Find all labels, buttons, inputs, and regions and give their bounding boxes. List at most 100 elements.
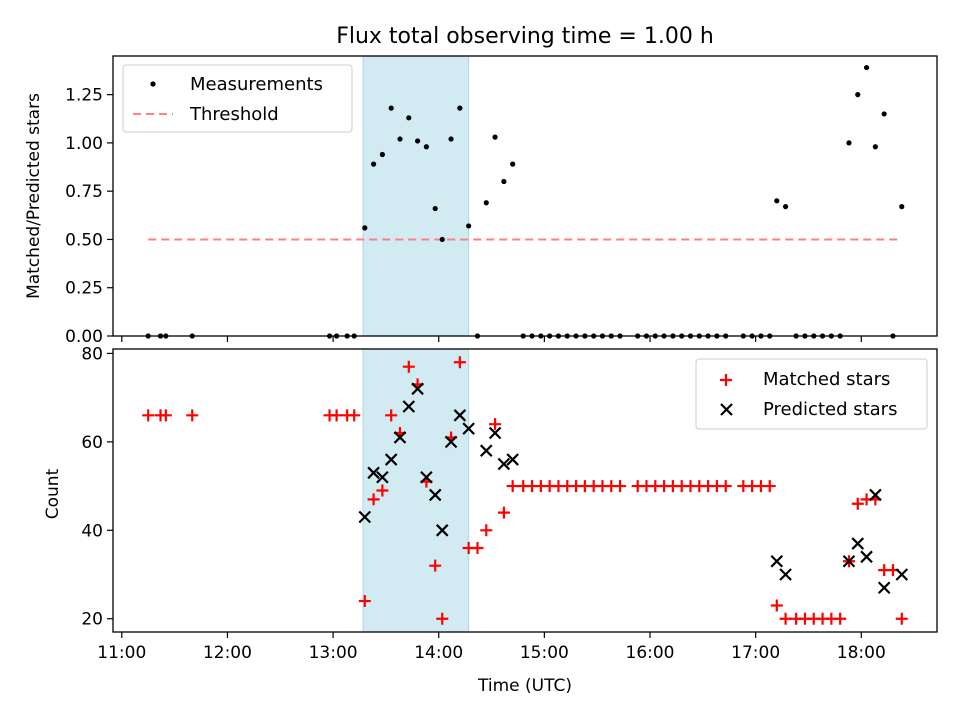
measurement-point	[362, 225, 368, 231]
top-y-tick-label: 0.25	[65, 279, 103, 299]
top-y-tick-label: 1.25	[65, 86, 103, 106]
predicted-star-point	[435, 524, 449, 537]
measurement-point	[492, 134, 498, 140]
bottom-y-tick-label: 60	[81, 433, 103, 453]
legend-measurements-label: Measurements	[190, 74, 323, 95]
measurement-point	[899, 204, 905, 210]
bottom-legend: Matched stars Predicted stars	[695, 358, 928, 430]
predicted-star-point	[770, 554, 784, 568]
top-x-tick-marks	[121, 336, 862, 342]
matched-star-point	[770, 599, 783, 612]
bottom-x-ticks: 11:00 12:00 13:00 14:00 15:00 16:00 17:00 18:00	[97, 632, 886, 663]
measurement-point	[448, 136, 454, 142]
predicted-star-point	[860, 550, 873, 564]
bottom-axes-frame	[112, 348, 938, 633]
predicted-star-point	[367, 466, 380, 480]
bottom-y-tick-label: 20	[81, 610, 103, 630]
predicted-star-point	[488, 426, 502, 440]
measurement-point	[846, 140, 852, 146]
matched-star-point	[376, 484, 389, 497]
measurement-point	[406, 115, 412, 121]
top-ylabel: Matched/Predicted stars	[24, 93, 44, 299]
matched-star-point	[453, 356, 466, 369]
predicted-star-point	[393, 431, 407, 444]
measurement-point	[457, 105, 463, 111]
matched-star-point	[763, 480, 776, 493]
bottom-legend-box	[695, 358, 928, 430]
top-y-tick-label: 0.00	[65, 327, 103, 347]
matched-star-point	[429, 559, 442, 572]
legend-predicted-label: Predicted stars	[763, 399, 897, 420]
matched-star-point	[402, 360, 415, 373]
legend-matched-marker	[720, 374, 732, 386]
bottom-x-tick-label: 11:00	[97, 643, 146, 663]
measurement-point	[388, 105, 394, 111]
matched-star-point	[895, 612, 908, 625]
matched-star-point	[489, 418, 502, 431]
bottom-ylabel: Count	[43, 468, 63, 519]
bottom-xlabel: Time (UTC)	[477, 676, 572, 696]
legend-predicted-marker	[720, 403, 733, 416]
predicted-star-point	[462, 422, 475, 435]
predicted-star-point	[358, 510, 372, 524]
matched-star-point	[436, 612, 449, 625]
measurement-point	[370, 161, 377, 167]
measurement-point	[466, 223, 472, 229]
bottom-x-tick-label: 18:00	[837, 643, 886, 663]
predicted-stars-points	[358, 382, 909, 595]
top-y-ticks: 0.00 0.25 0.50 0.75 1.00 1.25	[65, 86, 113, 347]
matched-star-point	[358, 595, 371, 608]
predicted-star-point	[877, 581, 891, 595]
measurement-point	[439, 236, 445, 243]
bottom-y-tick-label: 80	[81, 344, 103, 364]
measurement-point	[872, 144, 878, 150]
predicted-star-point	[428, 488, 442, 502]
bottom-y-tick-label: 40	[81, 521, 103, 541]
measurement-point	[782, 204, 789, 210]
top-axes-frame	[112, 55, 938, 337]
predicted-star-point	[895, 568, 909, 581]
matched-star-point	[719, 480, 732, 493]
bottom-x-tick-label: 16:00	[626, 643, 675, 663]
matched-star-point	[186, 409, 199, 422]
top-y-tick-label: 0.50	[65, 230, 103, 250]
predicted-star-point	[497, 457, 511, 471]
predicted-star-point	[479, 444, 493, 457]
measurement-point	[501, 178, 507, 185]
matched-star-point	[330, 409, 343, 422]
predicted-star-point	[420, 470, 433, 484]
predicted-star-point	[444, 435, 458, 449]
top-y-tick-label: 0.75	[65, 182, 103, 202]
measurement-point	[397, 136, 403, 142]
measurement-point	[483, 200, 489, 206]
bottom-x-tick-label: 14:00	[414, 643, 463, 663]
measurement-point	[432, 205, 438, 212]
measurement-point	[414, 138, 421, 144]
predicted-star-point	[453, 409, 467, 422]
top-observing-span	[362, 55, 470, 337]
predicted-star-point	[869, 488, 882, 502]
measurement-point	[423, 144, 430, 150]
matched-star-point	[348, 409, 361, 422]
measurement-point	[881, 111, 887, 117]
matched-star-point	[497, 506, 510, 519]
bottom-x-tick-label: 17:00	[731, 643, 780, 663]
measurement-point	[855, 92, 861, 98]
matched-star-point	[834, 612, 847, 625]
measurement-point	[863, 64, 870, 71]
measurement-point	[510, 161, 516, 167]
matched-star-point	[614, 480, 627, 493]
measurement-point	[379, 151, 385, 158]
matched-star-point	[851, 497, 864, 510]
top-legend-box	[122, 64, 353, 133]
predicted-star-point	[384, 453, 398, 466]
measurement-point	[774, 198, 780, 204]
matched-star-point	[779, 612, 792, 625]
matched-star-point	[471, 541, 484, 554]
matched-star-point	[480, 524, 493, 537]
bottom-y-ticks: 20 40 60 80	[81, 344, 113, 630]
observing-span-shade	[362, 55, 470, 337]
top-y-tick-label: 1.00	[65, 134, 103, 154]
predicted-star-point	[842, 554, 856, 568]
